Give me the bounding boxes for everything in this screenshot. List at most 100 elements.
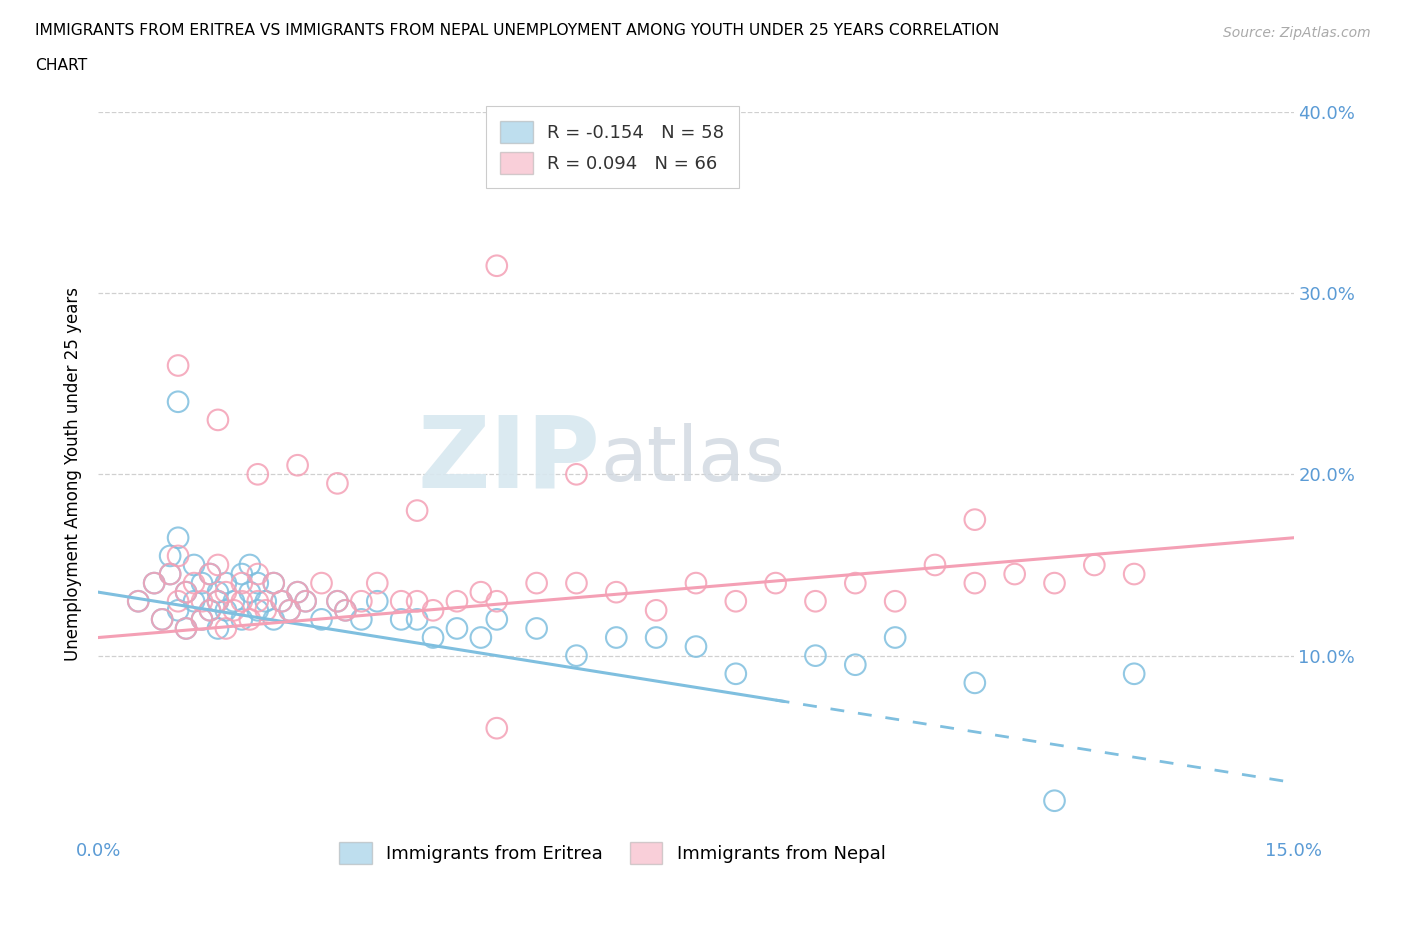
Point: [254, 594, 277, 609]
Point: [884, 594, 907, 609]
Point: [207, 594, 229, 609]
Y-axis label: Unemployment Among Youth under 25 years: Unemployment Among Youth under 25 years: [65, 287, 83, 661]
Point: [231, 566, 253, 581]
Point: [191, 576, 214, 591]
Point: [143, 576, 166, 591]
Point: [127, 594, 149, 609]
Point: [215, 585, 238, 600]
Point: [884, 631, 907, 645]
Point: [207, 585, 229, 600]
Point: [1043, 576, 1066, 591]
Point: [406, 594, 429, 609]
Point: [446, 594, 468, 609]
Point: [183, 576, 205, 591]
Point: [231, 576, 253, 591]
Point: [724, 667, 747, 682]
Point: [198, 566, 221, 581]
Point: [127, 594, 149, 609]
Point: [191, 612, 214, 627]
Point: [406, 503, 429, 518]
Point: [565, 576, 588, 591]
Point: [191, 594, 214, 609]
Legend: Immigrants from Eritrea, Immigrants from Nepal: Immigrants from Eritrea, Immigrants from…: [325, 828, 900, 879]
Point: [167, 594, 190, 609]
Point: [287, 458, 309, 472]
Point: [159, 566, 181, 581]
Point: [804, 648, 827, 663]
Point: [174, 621, 197, 636]
Point: [246, 467, 269, 482]
Point: [246, 566, 269, 581]
Point: [1123, 566, 1146, 581]
Point: [335, 603, 357, 618]
Point: [963, 675, 986, 690]
Point: [167, 549, 190, 564]
Point: [215, 621, 238, 636]
Point: [270, 594, 292, 609]
Point: [222, 594, 245, 609]
Point: [1004, 566, 1026, 581]
Point: [645, 603, 668, 618]
Point: [844, 658, 866, 672]
Point: [1083, 558, 1105, 573]
Point: [263, 612, 285, 627]
Point: [167, 530, 190, 545]
Point: [143, 576, 166, 591]
Point: [215, 603, 238, 618]
Point: [335, 603, 357, 618]
Point: [1123, 667, 1146, 682]
Point: [963, 512, 986, 527]
Point: [311, 576, 333, 591]
Text: Source: ZipAtlas.com: Source: ZipAtlas.com: [1223, 26, 1371, 40]
Point: [183, 594, 205, 609]
Point: [246, 594, 269, 609]
Point: [350, 612, 373, 627]
Point: [963, 576, 986, 591]
Point: [222, 603, 245, 618]
Point: [239, 612, 262, 627]
Text: ZIP: ZIP: [418, 411, 600, 509]
Point: [685, 576, 707, 591]
Point: [326, 476, 349, 491]
Point: [685, 639, 707, 654]
Point: [605, 631, 627, 645]
Text: IMMIGRANTS FROM ERITREA VS IMMIGRANTS FROM NEPAL UNEMPLOYMENT AMONG YOUTH UNDER : IMMIGRANTS FROM ERITREA VS IMMIGRANTS FR…: [35, 23, 1000, 38]
Point: [565, 648, 588, 663]
Point: [326, 594, 349, 609]
Point: [765, 576, 787, 591]
Point: [406, 612, 429, 627]
Point: [215, 576, 238, 591]
Point: [724, 594, 747, 609]
Point: [326, 594, 349, 609]
Text: atlas: atlas: [600, 423, 785, 497]
Point: [565, 467, 588, 482]
Point: [263, 576, 285, 591]
Point: [239, 585, 262, 600]
Point: [287, 585, 309, 600]
Point: [470, 631, 492, 645]
Point: [231, 612, 253, 627]
Point: [389, 612, 412, 627]
Point: [159, 549, 181, 564]
Point: [366, 594, 388, 609]
Point: [167, 603, 190, 618]
Point: [526, 576, 548, 591]
Point: [446, 621, 468, 636]
Point: [605, 585, 627, 600]
Point: [924, 558, 946, 573]
Point: [207, 594, 229, 609]
Point: [1043, 793, 1066, 808]
Point: [278, 603, 301, 618]
Point: [167, 358, 190, 373]
Text: CHART: CHART: [35, 58, 87, 73]
Point: [207, 621, 229, 636]
Point: [844, 576, 866, 591]
Point: [246, 603, 269, 618]
Point: [191, 612, 214, 627]
Point: [198, 603, 221, 618]
Point: [174, 621, 197, 636]
Point: [389, 594, 412, 609]
Point: [311, 612, 333, 627]
Point: [294, 594, 316, 609]
Point: [645, 631, 668, 645]
